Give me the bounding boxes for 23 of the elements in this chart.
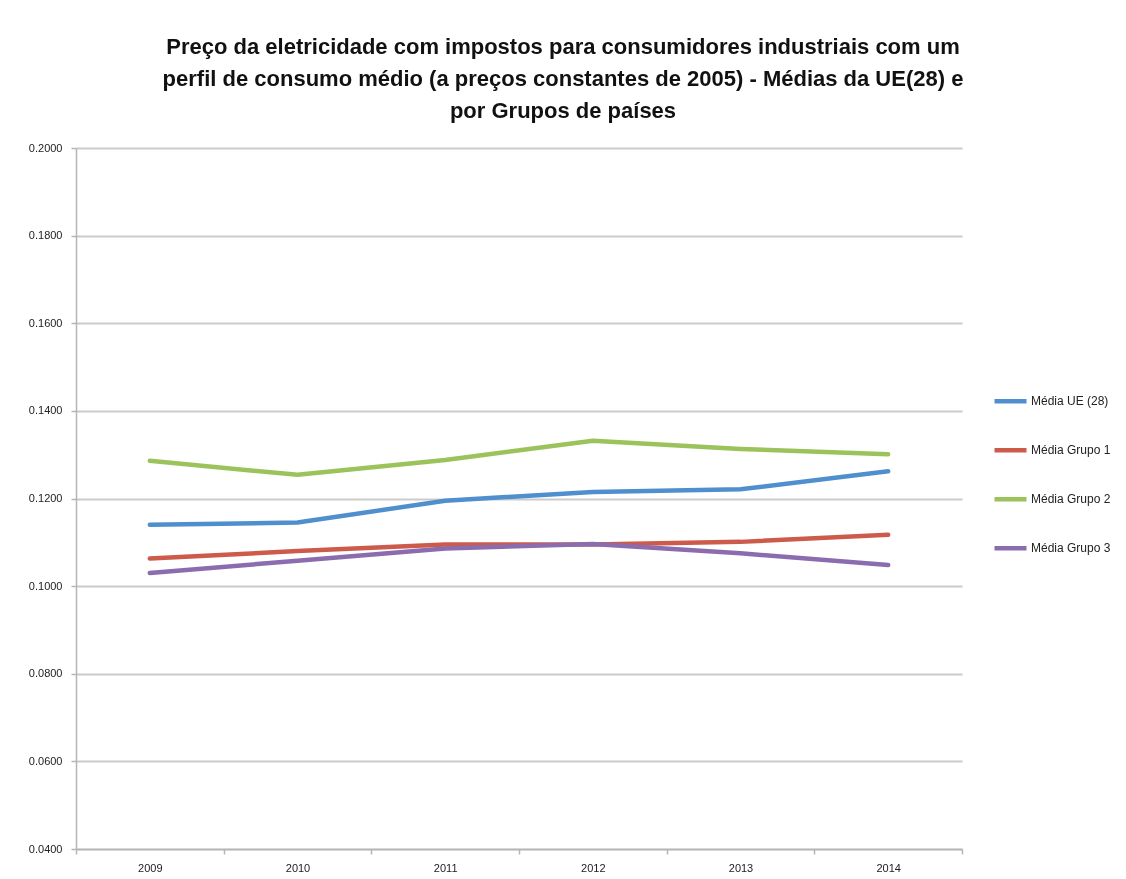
y-tick-label: 0.0800 bbox=[28, 667, 63, 680]
x-tick-label: 2014 bbox=[876, 861, 901, 874]
x-tick-label: 2011 bbox=[433, 861, 458, 874]
y-tick-label: 0.1000 bbox=[28, 579, 63, 592]
y-tick-label: 0.0600 bbox=[28, 754, 63, 767]
legend-label: Média Grupo 2 bbox=[1031, 492, 1111, 507]
legend-label: Média UE (28) bbox=[1031, 394, 1109, 409]
line-series bbox=[147, 541, 891, 576]
x-tick-label: 2010 bbox=[285, 861, 311, 874]
line-series bbox=[147, 438, 891, 478]
x-tick-label: 2013 bbox=[728, 861, 754, 874]
line-series bbox=[147, 469, 891, 528]
x-tick-label: 2009 bbox=[138, 861, 163, 874]
y-tick-label: 0.1600 bbox=[28, 316, 63, 329]
y-tick-label: 0.0400 bbox=[28, 842, 63, 855]
y-tick-label: 0.1800 bbox=[28, 229, 63, 242]
x-tick-label: 2012 bbox=[581, 861, 606, 874]
y-tick-label: 0.1200 bbox=[28, 492, 63, 504]
legend-label: Média Grupo 3 bbox=[1031, 541, 1111, 556]
y-tick-label: 0.1400 bbox=[28, 404, 63, 417]
legend-label: Média Grupo 1 bbox=[1031, 443, 1111, 458]
chart-title: Preço da eletricidade com impostos para consumidores industriais com um perfil de consumo médio (a preços constantes de 2005) - Médias da UE(28) e por Grupos de países bbox=[162, 34, 964, 123]
y-tick-label: 0.2000 bbox=[28, 141, 63, 154]
